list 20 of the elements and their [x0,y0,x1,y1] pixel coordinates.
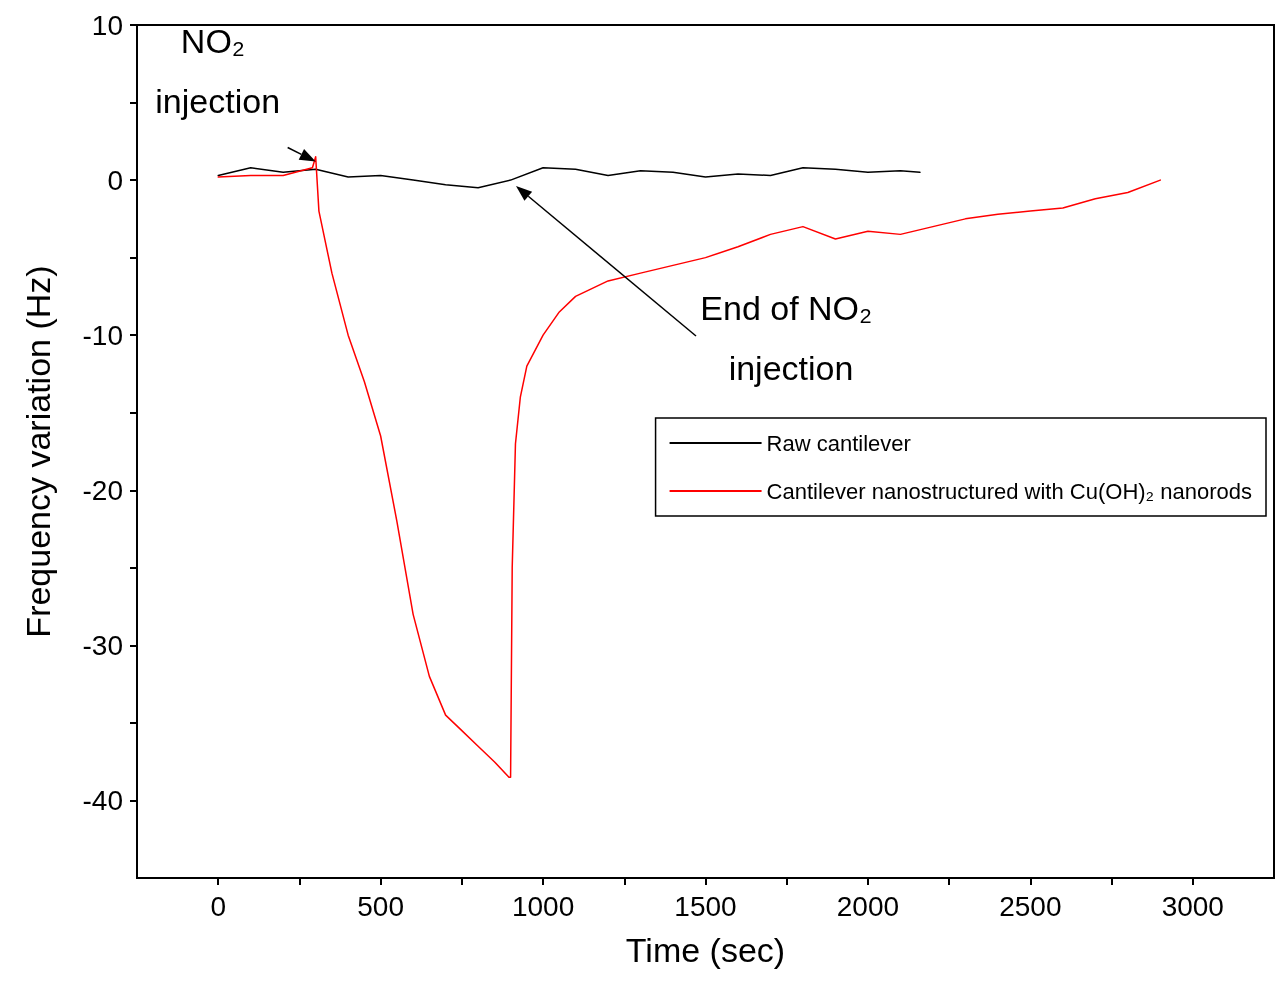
y-tick-label: 0 [107,164,123,196]
x-tick-label: 2000 [836,890,900,922]
annotation: End of NO₂ injection [700,289,882,387]
line-series [217,166,921,189]
y-tick-label: -30 [82,629,123,661]
x-tick-label: 2500 [999,890,1062,922]
legend-label: Cantilever nanostructured with Cu(OH)₂ nanorods [766,478,1253,504]
x-tick-label: 500 [357,890,404,922]
legend-label: Raw cantilever [766,430,911,456]
x-tick-label: 0 [210,890,226,922]
y-axis-title: Frequency variation (Hz) [19,265,57,638]
y-tick-label: -40 [82,784,123,816]
y-tick-label: -20 [82,474,123,506]
y-tick-label: -10 [82,319,123,351]
x-tick-label: 3000 [1161,890,1224,922]
x-tick-label: 1500 [674,890,737,922]
y-tick-label: 10 [91,9,123,41]
x-tick-label: 1000 [511,890,575,922]
x-axis-title: Time (sec) [625,931,786,969]
annotation: NO₂ injection [155,22,281,121]
